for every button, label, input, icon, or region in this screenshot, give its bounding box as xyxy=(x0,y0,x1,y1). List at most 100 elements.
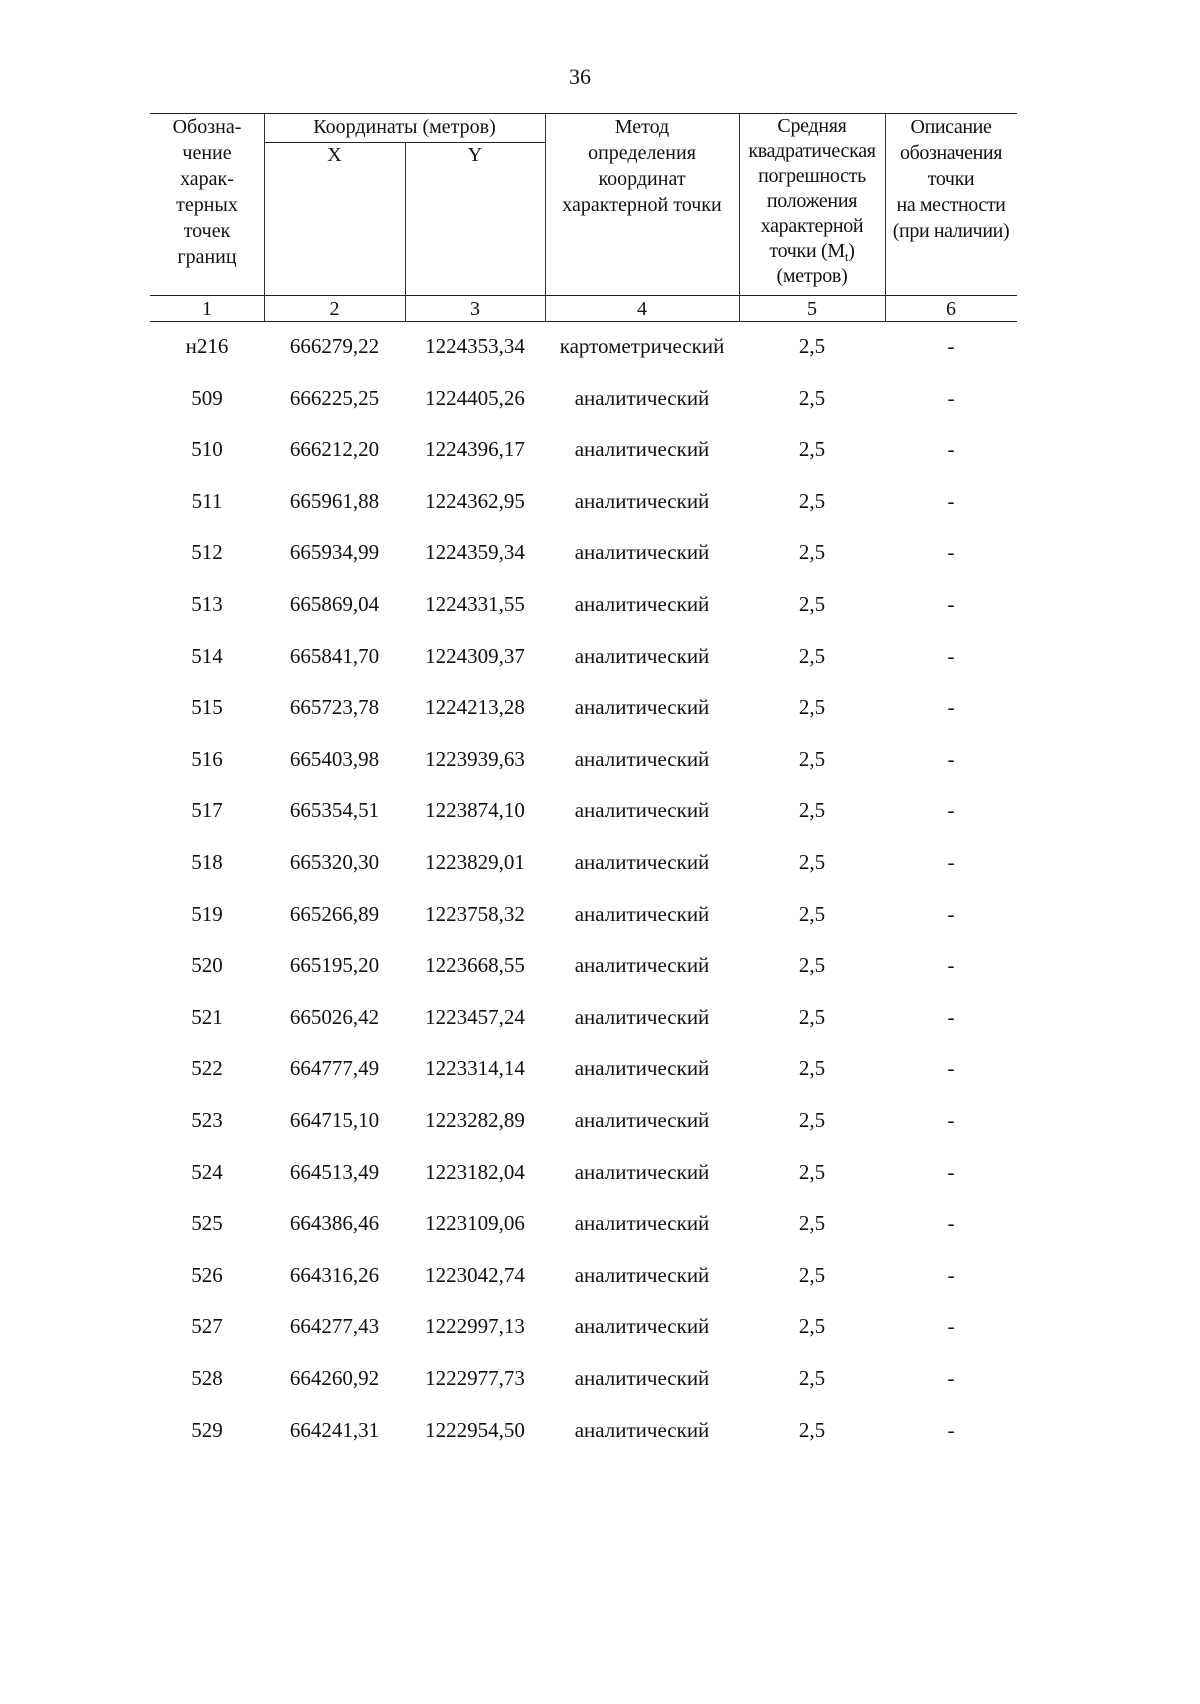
cell-description: - xyxy=(947,798,955,823)
page-number: 36 xyxy=(569,64,591,89)
cell-description: - xyxy=(947,1211,955,1236)
cell-x-coordinate: 665354,51 xyxy=(289,798,380,823)
cell-mean-error: 2,5 xyxy=(798,746,826,771)
table-row: 513 665869,04 1224331,55 аналитический 2,5 - xyxy=(150,589,1017,619)
cell-x-coordinate: 665841,70 xyxy=(289,643,380,668)
column-number: 6 xyxy=(946,298,956,320)
cell-description: - xyxy=(947,1159,955,1184)
header-bottom-rule xyxy=(150,295,1017,296)
cell-point-id: 511 xyxy=(191,488,223,513)
cell-x-coordinate: 664513,49 xyxy=(289,1159,380,1184)
cell-point-id: 513 xyxy=(191,592,223,616)
header-line: положения xyxy=(766,190,858,212)
cell-x-coordinate: 666279,22 xyxy=(289,334,380,358)
cell-x-coordinate: 664777,49 xyxy=(289,1056,380,1081)
cell-mean-error: 2,5 xyxy=(798,1366,826,1390)
cell-method: картометрический xyxy=(559,334,725,358)
cell-x-coordinate: 665195,20 xyxy=(289,953,380,978)
cell-description: - xyxy=(947,953,955,978)
cell-x-coordinate: 665934,99 xyxy=(289,540,380,565)
table-row: 526 664316,26 1223042,74 аналитический 2,5 - xyxy=(150,1260,1017,1290)
header-mean-square-error: Средняя квадратическая погрешность полож… xyxy=(739,114,885,289)
cell-description: - xyxy=(947,1262,955,1287)
cell-y-coordinate: 1223758,32 xyxy=(425,901,525,926)
cell-point-id: 516 xyxy=(191,746,223,771)
cell-x-coordinate: 664241,31 xyxy=(289,1417,380,1442)
cell-point-id: 515 xyxy=(191,695,223,720)
cell-point-id: 518 xyxy=(191,850,223,874)
cell-y-coordinate: 1223109,06 xyxy=(425,1211,525,1236)
cell-y-coordinate: 1224331,55 xyxy=(425,592,525,616)
header-line: точки (Mt) xyxy=(739,239,885,264)
cell-description: - xyxy=(947,1417,955,1442)
cell-method: аналитический xyxy=(574,1056,710,1081)
cell-x-coordinate: 664260,92 xyxy=(289,1366,380,1390)
cell-y-coordinate: 1223939,63 xyxy=(425,746,525,771)
cell-mean-error: 2,5 xyxy=(798,592,826,616)
cell-method: аналитический xyxy=(574,1262,710,1287)
cell-y-coordinate: 1224359,34 xyxy=(425,540,525,565)
cell-point-id: 521 xyxy=(191,1004,223,1029)
table-row: 518 665320,30 1223829,01 аналитический 2,5 - xyxy=(150,847,1017,877)
cell-x-coordinate: 665320,30 xyxy=(289,850,380,874)
cell-description: - xyxy=(947,746,955,771)
header-text: ) xyxy=(848,240,855,262)
table-row: 514 665841,70 1224309,37 аналитический 2,5 - xyxy=(150,641,1017,671)
cell-y-coordinate: 1224353,34 xyxy=(425,334,525,358)
cell-y-coordinate: 1224362,95 xyxy=(425,488,525,513)
header-method: Метод определения координат характерной … xyxy=(562,116,722,216)
cell-method: аналитический xyxy=(574,643,710,668)
cell-point-id: 524 xyxy=(191,1159,223,1184)
cell-y-coordinate: 1224213,28 xyxy=(425,695,525,720)
cell-method: аналитический xyxy=(574,953,710,978)
cell-description: - xyxy=(947,437,955,462)
column-number: 3 xyxy=(470,298,480,320)
cell-description: - xyxy=(947,643,955,668)
table-row: 528 664260,92 1222977,73 аналитический 2,5 - xyxy=(150,1363,1017,1393)
cell-method: аналитический xyxy=(574,1004,710,1029)
column-number: 1 xyxy=(202,298,212,320)
cell-point-id: 520 xyxy=(191,953,223,978)
cell-method: аналитический xyxy=(574,1211,710,1236)
cell-mean-error: 2,5 xyxy=(798,1211,826,1236)
header-line: погрешность xyxy=(758,165,866,187)
cell-x-coordinate: 665723,78 xyxy=(289,695,380,720)
subscript-t: t xyxy=(844,249,849,264)
cell-description: - xyxy=(947,540,955,565)
table-row: 515 665723,78 1224213,28 аналитический 2,5 - xyxy=(150,692,1017,722)
column-number: 2 xyxy=(329,298,340,320)
cell-mean-error: 2,5 xyxy=(798,540,826,565)
table-row: н216 666279,22 1224353,34 картометрический 2… xyxy=(150,331,1017,361)
cell-mean-error: 2,5 xyxy=(798,643,826,668)
cell-description: - xyxy=(947,385,955,410)
cell-description: - xyxy=(947,695,955,720)
column-number: 4 xyxy=(637,298,647,320)
cell-mean-error: 2,5 xyxy=(798,695,826,720)
cell-description: - xyxy=(947,1314,955,1339)
cell-x-coordinate: 664715,10 xyxy=(289,1108,380,1132)
header-line: квадратическая xyxy=(748,140,876,162)
column-number: 5 xyxy=(807,298,817,320)
header-text: точки (M xyxy=(769,240,845,262)
header-point-designation: Обозна- чение харак- терных точек границ xyxy=(172,116,242,268)
cell-point-id: 523 xyxy=(191,1108,223,1132)
header-line: Средняя xyxy=(777,115,847,137)
cell-description: - xyxy=(947,850,955,874)
cell-mean-error: 2,5 xyxy=(798,953,826,978)
cell-x-coordinate: 666212,20 xyxy=(289,437,380,462)
cell-method: аналитический xyxy=(574,850,710,874)
cell-point-id: 512 xyxy=(191,540,223,565)
table-row: 509 666225,25 1224405,26 аналитический 2,5 - xyxy=(150,383,1017,413)
cell-method: аналитический xyxy=(574,437,710,462)
cell-mean-error: 2,5 xyxy=(798,1108,826,1132)
cell-x-coordinate: 665869,04 xyxy=(289,592,380,616)
table-row: 511 665961,88 1224362,95 аналитический 2,5 - xyxy=(150,486,1017,516)
cell-point-id: 526 xyxy=(191,1262,223,1287)
table-row: 527 664277,43 1222997,13 аналитический 2,5 - xyxy=(150,1311,1017,1341)
cell-mean-error: 2,5 xyxy=(798,1314,826,1339)
cell-mean-error: 2,5 xyxy=(798,1159,826,1184)
cell-x-coordinate: 665266,89 xyxy=(289,901,380,926)
table-row: 517 665354,51 1223874,10 аналитический 2,5 - xyxy=(150,795,1017,825)
cell-x-coordinate: 665403,98 xyxy=(289,746,380,771)
cell-method: аналитический xyxy=(574,1314,710,1339)
